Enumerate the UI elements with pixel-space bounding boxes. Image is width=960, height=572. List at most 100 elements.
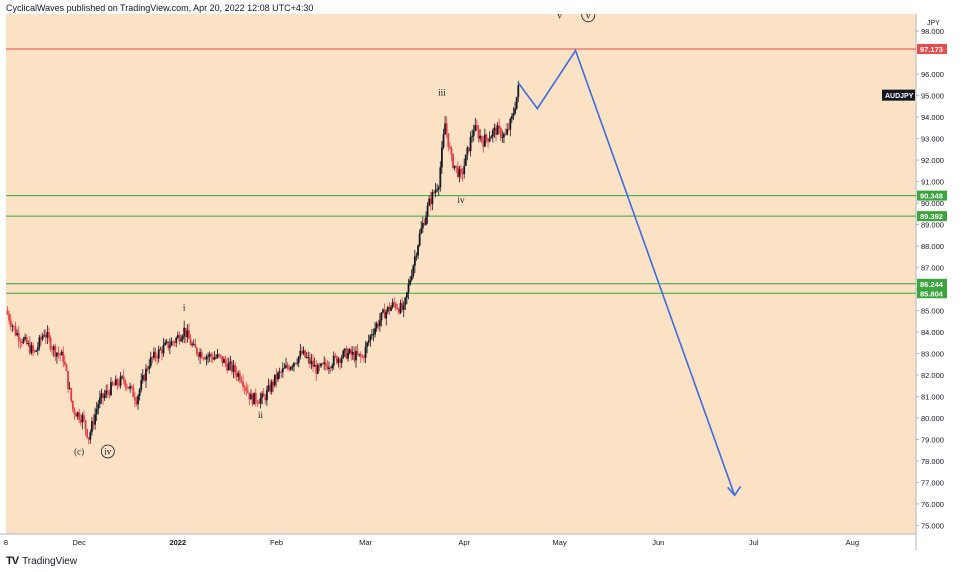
candle-body (375, 323, 378, 329)
candle-body (372, 334, 375, 336)
level-label: 85.804 (920, 289, 944, 298)
y-tick-label: 85.000 (921, 307, 944, 316)
candle-body (339, 359, 341, 363)
candle-body (420, 228, 423, 234)
candle-body (299, 350, 302, 357)
candle-body (9, 320, 12, 327)
candle-body (329, 367, 332, 369)
chart-area[interactable]: 98.000 96.000 95.000 94.000 93.000 92.000 91.0… (0, 14, 960, 550)
candle-body (237, 373, 240, 377)
candle-body (296, 362, 299, 364)
candle-body (224, 359, 227, 364)
candle-body (447, 133, 450, 147)
price-chart[interactable]: 98.000 96.000 95.000 94.000 93.000 92.000 91.0… (0, 14, 960, 550)
candle-body (499, 127, 502, 138)
candle-body (73, 409, 76, 414)
candle-body (452, 154, 454, 169)
candle-body (213, 357, 216, 360)
candle-body (439, 167, 442, 188)
candle-body (496, 125, 499, 135)
candle-body (267, 385, 270, 391)
candle-body (17, 333, 20, 341)
candle-body (485, 134, 488, 139)
y-tick-label: 83.000 (921, 350, 944, 359)
x-tick-label: Jun (652, 538, 664, 547)
candle-body (445, 123, 448, 134)
y-tick-label: 90.000 (921, 199, 944, 208)
candle-body (275, 374, 278, 380)
candle-body (124, 380, 127, 387)
candle-body (219, 355, 222, 357)
candle-body (407, 284, 410, 293)
candle-body (259, 397, 262, 404)
candle-body (324, 362, 327, 366)
candle-body (340, 357, 343, 363)
candle-body (114, 379, 117, 386)
candle-body (232, 365, 235, 372)
candle-body (148, 366, 151, 370)
candle-body (410, 275, 413, 281)
y-tick-label: 80.000 (921, 414, 944, 423)
candle-body (394, 303, 397, 309)
wave-label: ii (258, 410, 264, 420)
candle-body (119, 376, 122, 386)
candle-body (44, 335, 47, 338)
candle-body (22, 338, 25, 343)
candle-body (89, 432, 92, 440)
candle-body (266, 390, 268, 401)
candle-body (350, 349, 353, 355)
wave-label: iv (104, 446, 112, 456)
candle-body (503, 133, 505, 138)
candle-body (429, 198, 432, 205)
candle-body (168, 345, 171, 348)
y-tick-label: 91.000 (921, 178, 944, 187)
candle-body (289, 367, 292, 370)
candle-body (328, 367, 330, 370)
candle-body (301, 350, 303, 354)
candle-body (272, 381, 275, 386)
candle-body (318, 364, 321, 367)
candle-body (146, 368, 149, 370)
candle-body (30, 345, 33, 354)
candle-body (264, 396, 267, 401)
candle-body (374, 328, 376, 335)
candle-body (27, 343, 30, 344)
candle-body (164, 342, 166, 346)
candle-body (149, 357, 152, 367)
candle-body (313, 364, 316, 367)
candle-body (186, 330, 189, 338)
candle-body (258, 403, 260, 404)
candle-body (493, 127, 496, 131)
candle-body (450, 147, 453, 155)
candle-body (355, 350, 357, 361)
candle-body (277, 372, 279, 380)
wave-label: i (183, 303, 186, 313)
y-tick-label: 87.000 (921, 264, 944, 273)
y-tick-label: 96.000 (921, 70, 944, 79)
candle-body (172, 341, 174, 343)
currency-label: JPY (927, 20, 940, 27)
candle-body (184, 327, 187, 338)
candle-body (358, 353, 361, 355)
x-tick-label: Apr (458, 538, 470, 547)
candle-body (175, 338, 178, 343)
candle-body (310, 360, 313, 364)
candle-body (472, 130, 475, 136)
candle-body (191, 344, 194, 346)
candle-body (456, 166, 459, 177)
candle-body (307, 356, 310, 358)
candle-body (404, 297, 407, 305)
candle-body (515, 96, 518, 109)
y-tick-label: 93.000 (921, 135, 944, 144)
candle-body (202, 358, 205, 359)
candle-body (441, 147, 443, 168)
candle-body (41, 336, 44, 340)
candle-body (154, 351, 157, 358)
x-tick-label: 2022 (169, 538, 186, 547)
candle-body (316, 364, 319, 374)
candle-body (304, 350, 306, 358)
x-tick-label: Feb (270, 538, 283, 547)
candle-body (464, 154, 467, 166)
level-label-background (917, 190, 947, 201)
x-tick-label: Jul (749, 538, 759, 547)
